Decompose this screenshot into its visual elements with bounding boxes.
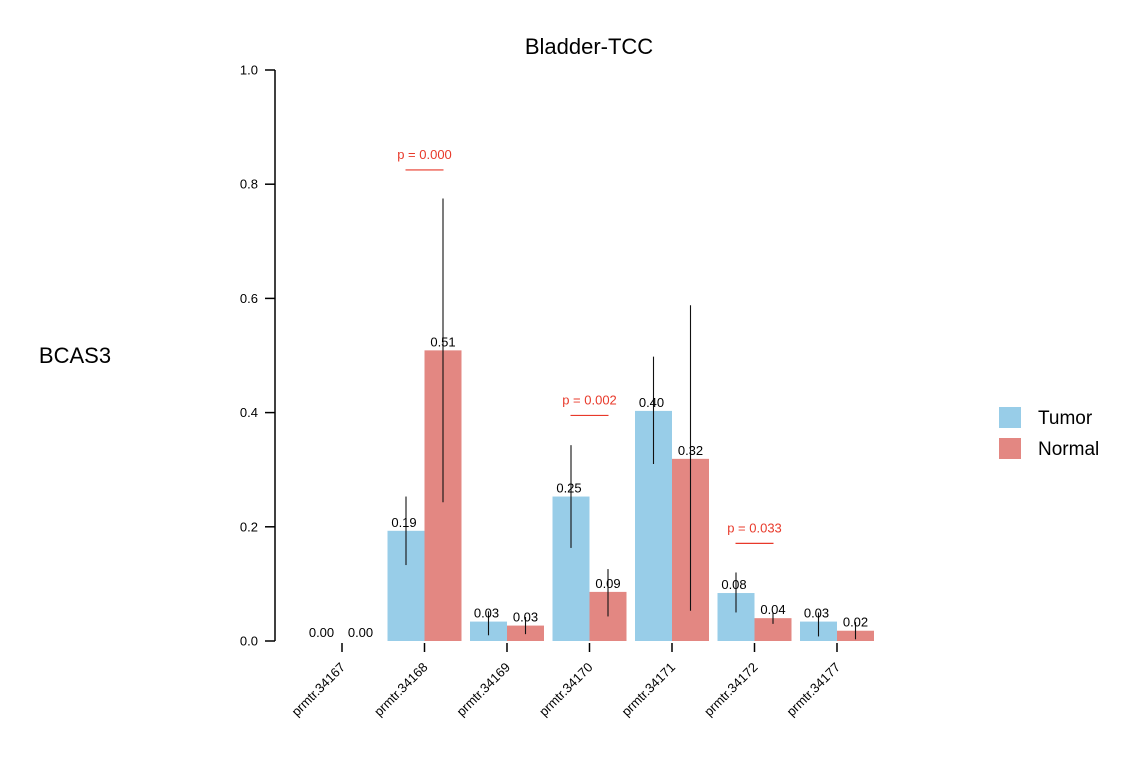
data-label: 0.00 — [348, 625, 373, 640]
x-tick-label: prmtr.34169 — [453, 660, 513, 720]
x-tick-label: prmtr.34168 — [371, 660, 431, 720]
y-tick-label: 0.4 — [240, 405, 258, 420]
data-label: 0.40 — [639, 395, 664, 410]
error-bars-group — [405, 198, 857, 640]
x-tick-label: prmtr.34171 — [618, 660, 678, 720]
chart-title: Bladder-TCC — [525, 34, 653, 59]
y-tick-label: 0.2 — [240, 519, 258, 534]
legend: Tumor Normal — [999, 407, 1099, 460]
y-tick-label: 0.8 — [240, 177, 258, 192]
x-tick-label: prmtr.34172 — [701, 660, 761, 720]
y-tick-label: 0.6 — [240, 291, 258, 306]
data-label: 0.09 — [595, 576, 620, 591]
p-value-label: p = 0.033 — [727, 520, 782, 535]
data-label: 0.51 — [430, 334, 455, 349]
y-axis: 0.0 0.2 0.4 0.6 0.8 1.0 — [240, 63, 276, 649]
p-value-label: p = 0.000 — [397, 147, 452, 162]
data-label: 0.19 — [391, 515, 416, 530]
data-label: 0.03 — [474, 606, 499, 621]
y-tick-label: 0.0 — [240, 634, 258, 649]
legend-swatch — [999, 438, 1021, 459]
p-value-annotations: p = 0.000 p = 0.002 p = 0.033 — [397, 147, 782, 544]
y-tick-label: 1.0 — [240, 63, 258, 78]
data-label: 0.04 — [760, 602, 785, 617]
x-tick-label: prmtr.34177 — [783, 660, 843, 720]
normal-bar — [754, 618, 792, 641]
data-labels-group: 0.00 0.19 0.03 0.25 0.40 0.08 0.03 0.00 0.51 0.03… — [309, 334, 868, 640]
x-axis: prmtr.34167 prmtr.34168 prmtr.34169 prmtr.3… — [288, 643, 843, 719]
legend-swatch — [999, 407, 1021, 428]
data-label: 0.25 — [556, 481, 581, 496]
data-label: 0.32 — [678, 443, 703, 458]
p-value-label: p = 0.002 — [562, 392, 617, 407]
x-tick-label: prmtr.34170 — [536, 660, 596, 720]
x-tick-label: prmtr.34167 — [288, 660, 348, 720]
bars-group — [387, 350, 874, 641]
y-axis-gene-label: BCAS3 — [39, 343, 111, 368]
data-label: 0.00 — [309, 625, 334, 640]
data-label: 0.08 — [721, 577, 746, 592]
data-label: 0.02 — [843, 615, 868, 630]
data-label: 0.03 — [804, 606, 829, 621]
legend-label: Tumor — [1038, 408, 1093, 429]
data-label: 0.03 — [513, 610, 538, 625]
legend-label: Normal — [1038, 439, 1099, 460]
